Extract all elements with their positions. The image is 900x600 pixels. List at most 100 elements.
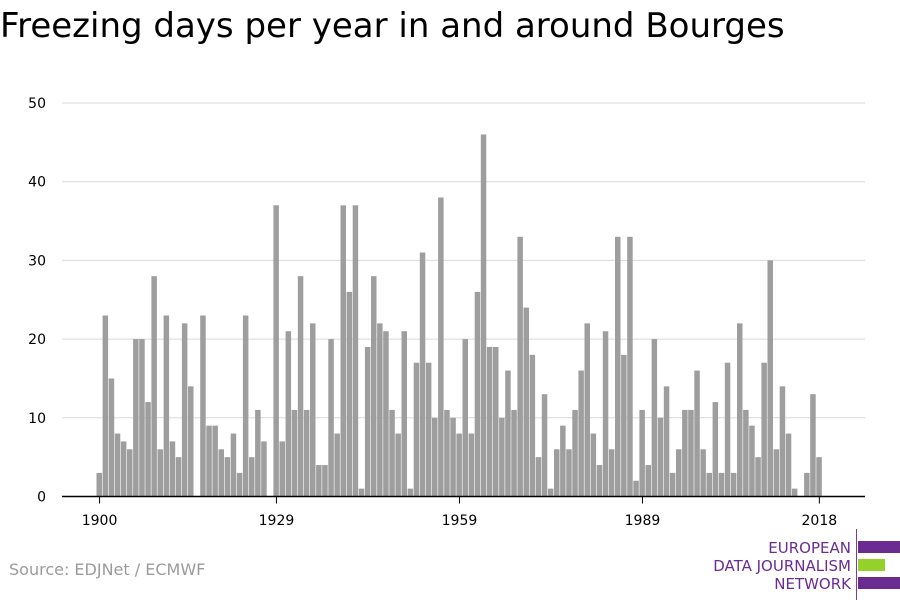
bar-1956	[438, 197, 444, 497]
bar-1973	[541, 394, 548, 497]
bar-1997	[688, 409, 694, 497]
bar-1990	[645, 465, 651, 497]
bar-1989	[639, 409, 645, 497]
bar-1964	[486, 346, 493, 497]
bar-1979	[578, 370, 584, 497]
bar-1966	[499, 417, 505, 497]
bar-1924	[242, 315, 249, 497]
bar-1912	[169, 441, 176, 497]
bar-1940	[340, 205, 346, 497]
y-tick-label: 20	[28, 332, 46, 348]
bar-1991	[651, 339, 658, 497]
edjnet-logo: EUROPEAN DATA JOURNALISM NETWORK	[700, 529, 900, 600]
bar-1980	[584, 323, 590, 497]
bar-1995	[676, 449, 682, 497]
bar-1975	[554, 449, 560, 497]
bar-2018	[816, 457, 822, 497]
bar-2012	[779, 386, 786, 497]
bar-1965	[493, 346, 499, 497]
bar-1907	[139, 339, 145, 497]
bar-1935	[310, 323, 316, 497]
bar-1910	[157, 449, 163, 497]
bar-1946	[377, 323, 383, 497]
bar-1918	[206, 425, 212, 497]
bar-1981	[590, 433, 597, 497]
bar-1955	[432, 417, 438, 497]
bar-2008	[755, 457, 761, 497]
bar-1947	[383, 331, 389, 497]
bar-1922	[230, 433, 237, 497]
source-note: Source: EDJNet / ECMWF	[9, 560, 206, 579]
bar-1917	[200, 315, 206, 497]
bar-1948	[389, 409, 395, 497]
bar-1941	[346, 291, 353, 497]
bar-1984	[608, 449, 615, 497]
bar-1950	[401, 331, 407, 497]
bar-2007	[749, 425, 755, 497]
bar-1902	[108, 378, 115, 497]
bar-1913	[175, 457, 182, 497]
bar-1944	[364, 346, 371, 497]
x-tick-label: 1929	[259, 513, 295, 529]
bars	[96, 134, 822, 497]
bar-1939	[334, 433, 340, 497]
bar-1978	[572, 409, 578, 497]
bar-1936	[316, 465, 322, 497]
bar-1983	[602, 331, 609, 497]
bar-1985	[615, 236, 621, 497]
logo-text-network: NETWORK	[774, 575, 851, 593]
bar-1992	[657, 417, 664, 497]
bar-1908	[145, 402, 151, 497]
bar-1988	[633, 480, 639, 497]
bar-2005	[737, 323, 743, 497]
bar-1958	[450, 417, 456, 497]
bar-1901	[102, 315, 109, 497]
x-tick-label: 2018	[802, 513, 838, 529]
bar-1945	[371, 276, 377, 497]
bar-2010	[767, 260, 773, 497]
bar-1970	[523, 307, 529, 497]
bar-2000	[706, 472, 712, 497]
bar-2011	[773, 449, 780, 497]
bar-1923	[236, 472, 243, 497]
x-tick-label: 1989	[625, 513, 661, 529]
bar-2016	[804, 472, 810, 497]
bar-1960	[462, 339, 468, 497]
bar-1911	[163, 315, 170, 497]
bar-1993	[663, 386, 670, 497]
bar-1920	[218, 449, 224, 497]
bar-1963	[480, 134, 487, 497]
x-axis-labels: 1900 1929 1959 1989 2018	[82, 513, 837, 529]
bar-1926	[255, 409, 261, 497]
bar-1977	[566, 449, 572, 497]
bar-1931	[285, 331, 292, 497]
x-tick-label: 1900	[82, 513, 118, 529]
bar-1959	[456, 433, 462, 497]
bar-1925	[249, 457, 255, 497]
bar-2003	[724, 362, 731, 497]
bar-2006	[743, 409, 749, 497]
bar-1999	[700, 449, 706, 497]
bar-1934	[303, 409, 310, 497]
chart-title: Freezing days per year in and around Bou…	[0, 6, 785, 46]
bar-1900	[96, 472, 102, 497]
bar-1915	[188, 386, 194, 497]
bar-1971	[529, 354, 536, 497]
bar-1987	[627, 236, 633, 497]
y-tick-label: 10	[28, 411, 46, 427]
bar-2013	[785, 433, 792, 497]
bar-1962	[474, 291, 481, 497]
logo-bar-green	[858, 559, 885, 571]
bar-1986	[621, 354, 627, 497]
bar-1906	[133, 339, 139, 497]
y-axis-labels: 0 10 20 30 40 50	[28, 96, 46, 506]
bar-1903	[114, 433, 121, 497]
bar-2004	[730, 472, 737, 497]
logo-bar-purple-bottom	[858, 577, 900, 589]
bar-1972	[535, 457, 542, 497]
bar-1974	[547, 488, 554, 497]
bar-1942	[352, 205, 359, 497]
logo-divider	[856, 529, 857, 600]
bar-1938	[328, 339, 334, 497]
y-tick-label: 50	[28, 96, 46, 112]
